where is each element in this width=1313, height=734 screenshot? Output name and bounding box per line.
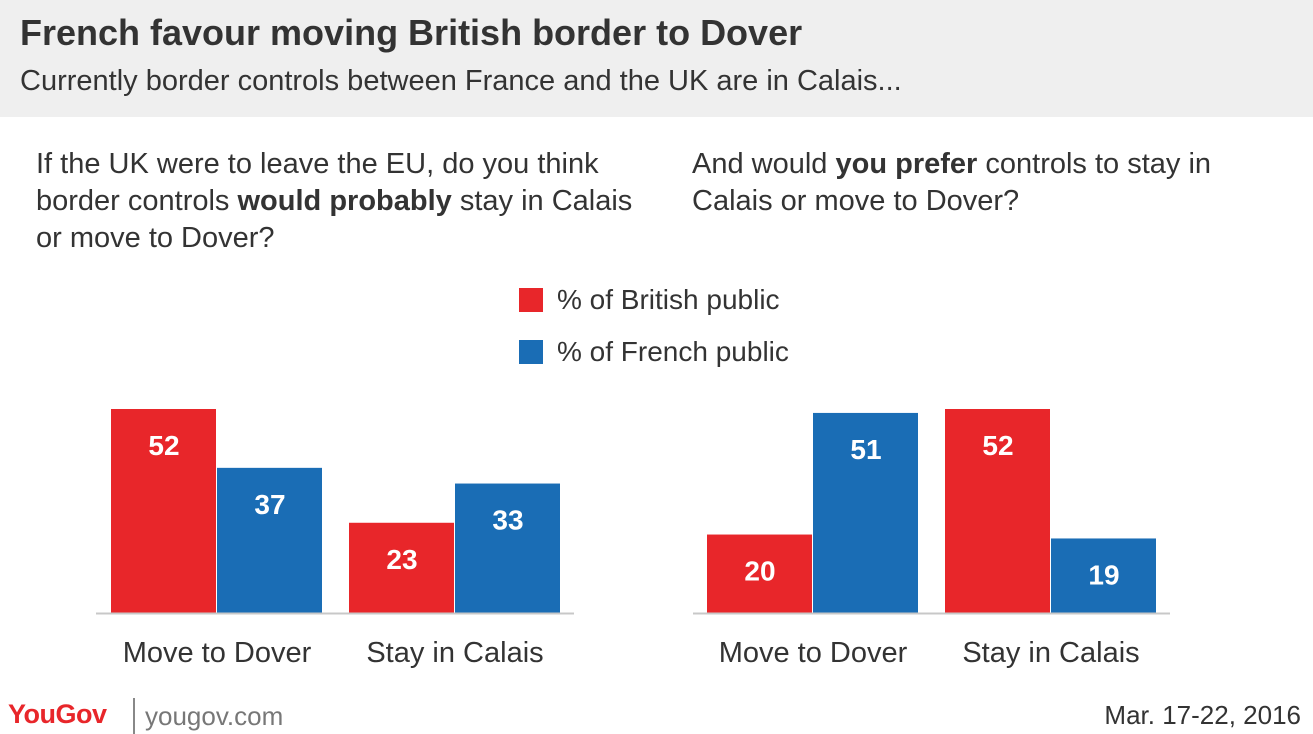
bar-chart1-stay-in-calais-french xyxy=(455,483,560,613)
question-left-emphasis: would probably xyxy=(237,185,452,217)
bar-chart1-move-to-dover-french xyxy=(217,467,322,613)
legend-item-british: % of British public xyxy=(519,284,780,315)
legend-item-french: % of French public xyxy=(519,336,789,367)
question-left-after: stay in Calais or move to Dover? xyxy=(36,185,633,254)
question-right-before: And would xyxy=(692,148,836,180)
legend-swatch-british xyxy=(519,288,543,312)
footer-divider xyxy=(133,698,135,734)
question-right: And would you prefer controls to stay in… xyxy=(692,146,1292,220)
legend-label-french: % of French public xyxy=(557,336,789,367)
bar-chart2-stay-in-calais-french xyxy=(1051,538,1156,613)
data-label-chart1-move-to-dover-french: 37 xyxy=(254,489,285,520)
question-left: If the UK were to leave the EU, do you t… xyxy=(36,146,656,257)
category-label-chart2-stay-in-calais: Stay in Calais xyxy=(962,637,1139,669)
data-label-chart1-stay-in-calais-british: 23 xyxy=(386,544,417,575)
chart-subtitle: Currently border controls between France… xyxy=(20,65,902,97)
data-label-chart2-move-to-dover-british: 20 xyxy=(744,556,775,587)
bar-chart2-stay-in-calais-british xyxy=(945,409,1050,613)
question-right-emphasis: you prefer xyxy=(835,148,978,180)
category-label-chart1-move-to-dover: Move to Dover xyxy=(123,637,312,669)
yougov-logo: YouGov xyxy=(8,699,107,729)
data-label-chart2-stay-in-calais-british: 52 xyxy=(982,430,1013,461)
chart-title: French favour moving British border to D… xyxy=(20,12,803,53)
bar-chart2-move-to-dover-french xyxy=(813,412,918,613)
category-label-chart1-stay-in-calais: Stay in Calais xyxy=(366,637,543,669)
footer-date: Mar. 17-22, 2016 xyxy=(1104,700,1301,730)
bar-chart1-stay-in-calais-british xyxy=(349,522,454,613)
bar-chart1-move-to-dover-british xyxy=(111,409,216,613)
question-right-after: controls to stay in Calais or move to Do… xyxy=(692,148,1212,217)
data-label-chart2-stay-in-calais-french: 19 xyxy=(1088,559,1119,590)
question-left-before: If the UK were to leave the EU, do you t… xyxy=(36,148,599,217)
category-label-chart2-move-to-dover: Move to Dover xyxy=(719,637,908,669)
data-label-chart1-move-to-dover-british: 52 xyxy=(148,430,179,461)
data-label-chart1-stay-in-calais-french: 33 xyxy=(492,505,523,536)
bar-chart2-move-to-dover-british xyxy=(707,534,812,613)
legend-label-british: % of British public xyxy=(557,284,780,315)
header-band: French favour moving British border to D… xyxy=(0,0,1313,117)
footer-url: yougov.com xyxy=(145,701,284,731)
legend-swatch-french xyxy=(519,340,543,364)
data-label-chart2-move-to-dover-french: 51 xyxy=(850,434,881,465)
